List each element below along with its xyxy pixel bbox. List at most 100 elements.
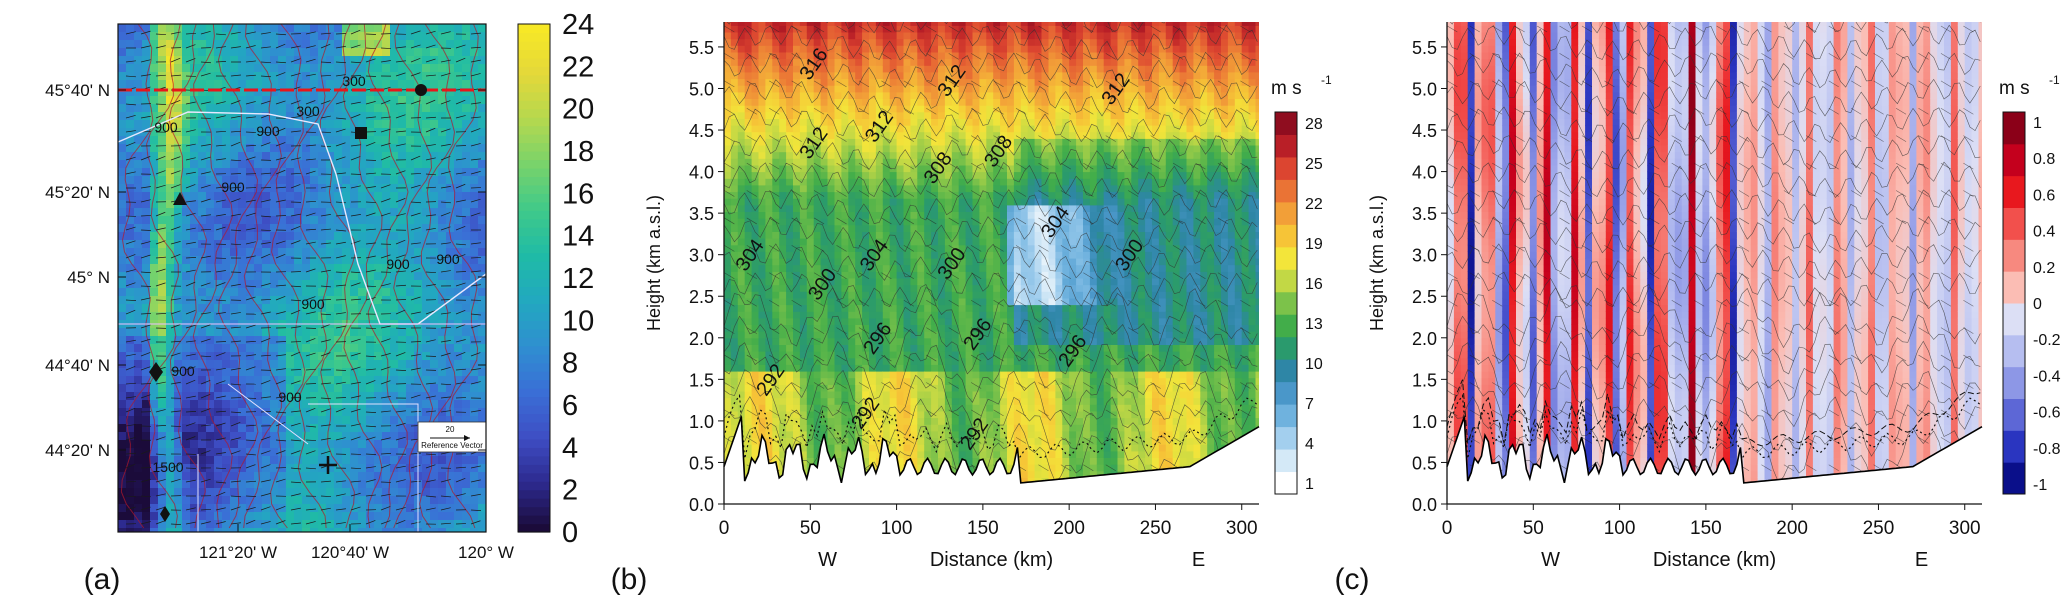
field-cell [793,258,801,266]
speed-cell [222,512,231,521]
speed-cell [270,216,279,225]
speed-cell [134,240,143,249]
wind-vector [200,450,211,455]
speed-cell [190,40,199,49]
field-cell [799,450,808,458]
speed-cell [398,304,407,313]
speed-cell [422,48,431,57]
speed-cell [318,504,327,513]
speed-cell [126,256,135,265]
speed-cell [238,352,247,361]
speed-cell [406,416,415,425]
speed-cell [254,256,263,265]
wind-vector [125,142,136,147]
speed-cell [374,272,383,281]
speed-cell [238,224,247,233]
field-cell [806,224,815,232]
wind-vector [290,380,301,385]
speed-cell [374,56,383,65]
speed-cell [446,392,455,401]
speed-cell [174,144,183,153]
speed-cell [390,288,399,297]
speed-cell [206,424,215,433]
speed-cell [142,240,151,249]
speed-cell [326,288,335,297]
speed-cell [246,512,255,521]
speed-cell [230,360,239,369]
wind-vector [410,464,421,469]
field-cell [813,278,822,286]
wind-vector [215,144,226,147]
field-cell [737,211,746,219]
speed-cell [286,424,295,433]
field-cell [786,344,794,352]
field-cell [744,25,753,33]
speed-cell [342,344,351,353]
field-cell [806,251,815,259]
speed-cell [166,32,175,41]
colorbar-swatch [518,244,550,254]
speed-cell [350,168,359,177]
field-cell [793,324,801,332]
field-cell [737,371,746,379]
speed-cell [326,440,335,449]
wind-vector [440,242,451,245]
field-cell [724,164,732,173]
wind-vector [335,271,347,273]
wind-vector [320,185,331,189]
speed-cell [206,400,215,409]
wind-vector [440,72,451,77]
speed-cell [430,232,439,241]
field-cell [772,284,780,292]
field-cell [724,191,732,199]
field-cell [821,491,829,498]
speed-cell [470,464,479,473]
speed-cell [318,200,327,209]
speed-cell [462,528,471,532]
speed-cell [150,208,159,217]
speed-cell [390,296,399,305]
speed-cell [454,56,463,65]
wind-vector [185,310,196,315]
speed-cell [286,248,295,257]
colorbar-tick-label: 10 [562,305,594,337]
speed-cell [126,504,135,513]
speed-cell [478,168,486,177]
speed-cell [366,456,375,465]
speed-cell [382,480,391,489]
speed-cell [414,24,423,33]
wind-vector [140,495,151,498]
speed-cell [118,264,127,273]
speed-cell [350,416,359,425]
speed-cell [246,440,255,449]
speed-cell [238,448,247,457]
speed-cell [142,304,151,313]
field-cell [751,204,760,212]
field-cell [730,284,739,292]
terrain-contour [342,24,383,529]
speed-cell [366,288,375,297]
speed-cell [470,104,479,113]
speed-cell [262,160,271,169]
speed-cell [430,384,439,393]
field-cell [730,410,739,419]
field-cell [793,204,801,212]
wind-vector [365,269,376,273]
wind-vector [320,507,331,511]
speed-cell [262,64,271,73]
speed-cell [230,168,239,177]
speed-cell [326,456,335,465]
speed-cell [286,224,295,233]
speed-cell [310,104,319,113]
speed-cell [142,272,151,281]
speed-cell [342,208,351,217]
speed-cell [190,400,199,409]
speed-cell [374,440,383,449]
wind-vector [470,520,481,525]
speed-cell [334,488,343,497]
speed-cell [270,528,279,532]
field-cell [786,304,794,312]
speed-cell [294,416,303,425]
speed-cell [278,144,287,153]
